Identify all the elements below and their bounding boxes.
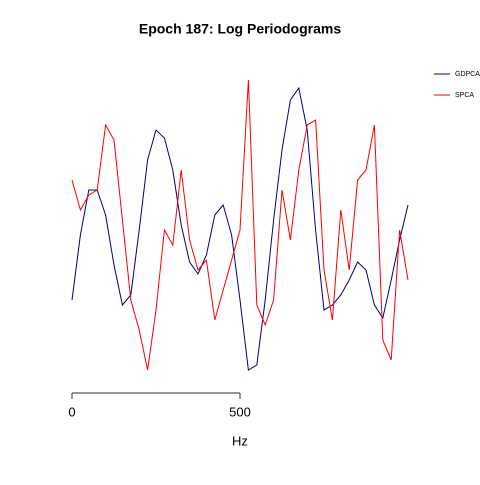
x-tick-label: 500 [229, 404, 251, 419]
line-series [71, 79, 409, 371]
legend-label: SPCA [455, 92, 474, 99]
chart-title: Epoch 187: Log Periodograms [139, 21, 341, 37]
legend-label: GDPCA [455, 71, 480, 78]
x-tick-label: 0 [68, 404, 75, 419]
x-axis-label: Hz [232, 433, 248, 448]
line-series [71, 86, 409, 371]
